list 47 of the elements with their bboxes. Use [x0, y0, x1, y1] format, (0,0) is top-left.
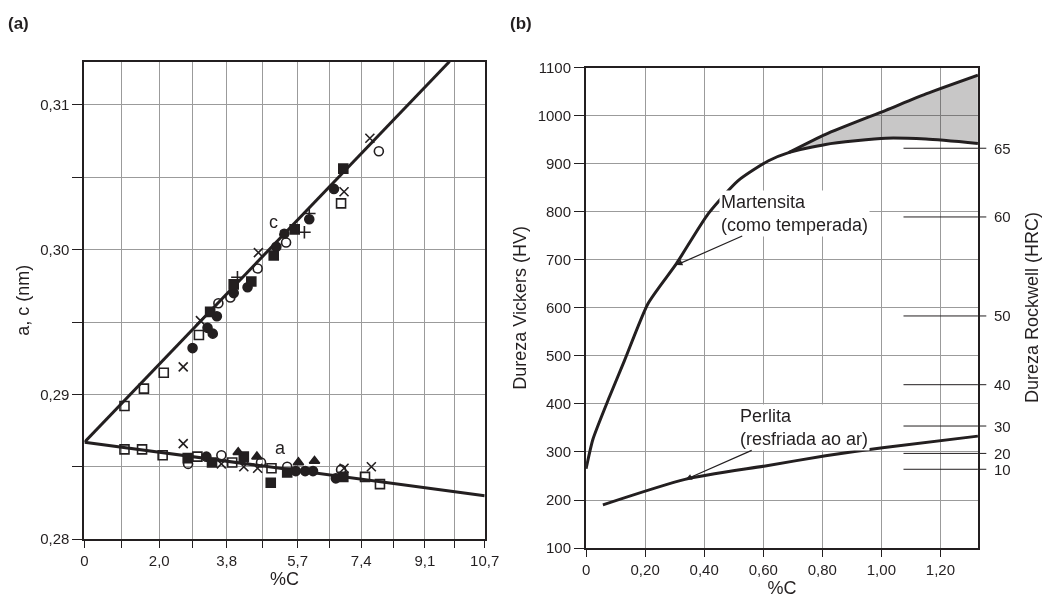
x-axis-title: %C: [767, 578, 797, 599]
x-tick-label: 1,00: [866, 561, 896, 579]
annotation: 50: [994, 307, 1011, 324]
y-tick-label: 0,28: [40, 530, 70, 548]
annotation: c: [269, 212, 278, 232]
annotation: Perlita (resfriada ao ar): [740, 406, 869, 450]
y-tick-label: 500: [546, 347, 572, 365]
annotation: 65: [994, 140, 1011, 157]
x-tick-label: 0,80: [807, 561, 837, 579]
y-axis-title: Dureza Vickers (HV): [510, 225, 531, 390]
x-tick-label: 0: [80, 552, 89, 570]
x-tick-label: 0,40: [689, 561, 719, 579]
x-tick-label: 5,7: [287, 552, 309, 570]
y-tick-label: 0,29: [40, 385, 70, 403]
annotation: 40: [994, 376, 1011, 393]
annotation: 10: [994, 461, 1011, 478]
y-tick-label: 0,30: [40, 240, 70, 258]
y-tick-label: 800: [546, 202, 572, 220]
x-tick-label: 9,1: [414, 552, 436, 570]
x-axis-title: %C: [270, 569, 300, 590]
y2-axis-title: Dureza Rockwell (HRC): [1022, 212, 1043, 404]
annotation: 20: [994, 445, 1011, 462]
y-tick-label: 900: [546, 154, 572, 172]
y-tick-label: 700: [546, 250, 572, 268]
x-tick-label: 2,0: [148, 552, 170, 570]
x-tick-label: 10,7: [470, 552, 500, 570]
x-tick-label: 3,8: [216, 552, 238, 570]
annotation: a: [275, 438, 286, 458]
annotation: Martensita (como temperada): [721, 192, 869, 236]
y-tick-label: 400: [546, 395, 572, 413]
x-tick-label: 0,20: [630, 561, 660, 579]
x-tick-label: 0: [581, 561, 591, 579]
annotation: 30: [994, 418, 1011, 435]
y-tick-label: 0,31: [40, 96, 70, 114]
y-tick-label: 1000: [537, 106, 572, 124]
x-tick-label: 1,20: [925, 561, 956, 579]
x-tick-label: 7,4: [350, 552, 372, 570]
y-tick-label: 600: [546, 299, 572, 317]
y-tick-label: 100: [546, 539, 572, 557]
chart-title: (b): [510, 14, 532, 33]
x-tick-label: 0,60: [748, 561, 778, 579]
y-tick-label: 1100: [538, 58, 572, 76]
y-tick-label: 200: [546, 491, 572, 509]
annotation: 60: [994, 208, 1011, 225]
y-axis-title: a, c (nm): [12, 264, 33, 336]
y-tick-label: 300: [546, 443, 572, 461]
chart-title: (a): [8, 14, 29, 33]
